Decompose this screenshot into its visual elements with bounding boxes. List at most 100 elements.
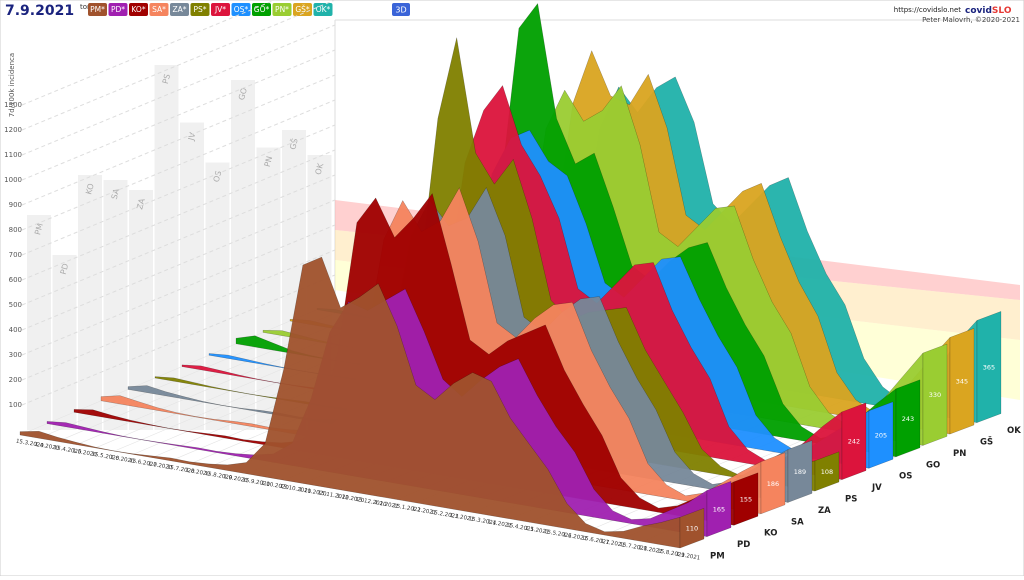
x-tick-label: 15.3.2020 xyxy=(15,439,44,450)
x-tick-label: 15.4.2020 xyxy=(53,445,82,456)
x-tick-label: 15.7.2020 xyxy=(166,464,195,475)
region-button[interactable] xyxy=(293,3,312,16)
mode-button[interactable] xyxy=(392,3,410,16)
grid-line xyxy=(21,0,336,131)
peak-bar-label: PD xyxy=(59,263,71,276)
grid-line xyxy=(21,74,336,206)
x-tick-label: 1.8.2020 xyxy=(185,468,211,478)
region-button[interactable] xyxy=(252,3,271,16)
y-tick-label: 300 xyxy=(9,351,22,359)
x-tick-label: 15.3.2021 xyxy=(468,516,497,527)
region-button-label[interactable]: PN* xyxy=(275,5,289,14)
peak-bar-label: PM xyxy=(33,222,45,236)
peak-bar xyxy=(103,180,128,430)
latest-label: 186 xyxy=(767,480,779,488)
region-button[interactable] xyxy=(211,3,230,16)
region-area xyxy=(19,256,681,549)
y-tick-label: 1000 xyxy=(4,176,22,184)
latest-label: 243 xyxy=(902,415,914,423)
region-button-label[interactable]: GŠ* xyxy=(295,5,310,14)
latest-face xyxy=(895,379,921,458)
grid-line xyxy=(21,24,336,156)
region-label: GŠ xyxy=(980,436,993,448)
region-button-label[interactable]: OK* xyxy=(316,5,331,14)
url[interactable]: https://covidslo.net xyxy=(894,6,961,14)
peak-bar xyxy=(129,190,153,430)
peak-bar xyxy=(27,215,51,430)
region-button-label[interactable]: ZA* xyxy=(172,5,186,14)
region-label: GO xyxy=(926,460,940,470)
region-button[interactable] xyxy=(170,3,189,16)
latest-face xyxy=(787,440,813,503)
region-button[interactable] xyxy=(149,3,169,16)
mode-button-label[interactable]: 3D xyxy=(395,6,406,15)
x-tick-label: 1.5.2021 xyxy=(525,526,550,536)
x-tick-label: 15.5.2020 xyxy=(91,451,120,462)
y-tick-label: 200 xyxy=(9,376,22,384)
latest-face xyxy=(760,452,786,515)
region-buttons: PM* PD* KO* SA* ZA* PS* JV* OS* GO* PN* GŠ* OK* xyxy=(88,3,333,16)
latest-face xyxy=(868,401,894,469)
region-button-label[interactable]: PM* xyxy=(90,5,105,14)
x-tick-label: 15.8.2021 xyxy=(657,548,686,559)
x-tick-label: 1.12.2020 xyxy=(336,493,365,504)
x-tick-label: 15.9.2020 xyxy=(242,477,271,488)
region-button-label[interactable]: SA* xyxy=(152,5,166,14)
x-tick-label: 1.3.2021 xyxy=(449,513,474,523)
y-tick-label: 100 xyxy=(9,401,22,409)
region-button[interactable] xyxy=(129,3,148,16)
grid-line xyxy=(21,124,336,256)
region-label: OS xyxy=(899,472,912,482)
x-tick-label: 1.1.2021 xyxy=(374,500,399,510)
latest-label: 165 xyxy=(713,506,725,514)
region-button-label[interactable]: PD* xyxy=(111,5,125,14)
latest-face xyxy=(922,343,948,446)
y-tick-label: 800 xyxy=(9,226,22,234)
region-button[interactable] xyxy=(108,3,128,16)
peak-bar-label: GO xyxy=(237,87,249,101)
region-button-label[interactable]: KO* xyxy=(131,5,145,14)
y-tick-label: 1100 xyxy=(4,151,22,159)
grid-line xyxy=(21,199,336,331)
region-button-label[interactable]: GO* xyxy=(254,5,270,14)
x-tick-label: 1.2.2021 xyxy=(411,506,436,516)
y-tick-label: 900 xyxy=(9,201,22,209)
peak-bar xyxy=(256,147,281,430)
x-tick-label: 15.12.2020 xyxy=(355,497,388,508)
x-tick-label: 15.1.2021 xyxy=(393,503,422,514)
region-button-label[interactable]: OS* xyxy=(234,5,249,14)
region-button[interactable] xyxy=(190,3,210,16)
region-button[interactable] xyxy=(88,3,107,16)
region-label: OK xyxy=(1007,426,1021,436)
x-tick-label: 1.11.2020 xyxy=(298,487,327,498)
x-tick-label: 1.8.2021 xyxy=(638,545,663,555)
latest-label: 365 xyxy=(983,364,995,372)
y-tick-label: 1200 xyxy=(4,126,22,134)
latest-face xyxy=(706,481,732,537)
latest-label: 108 xyxy=(821,468,833,476)
region-button[interactable] xyxy=(272,3,292,16)
latest-label: 330 xyxy=(929,391,941,399)
y-tick-label: 400 xyxy=(9,326,22,334)
x-tick-label: 15.4.2021 xyxy=(506,522,535,533)
x-tick-label: 15.11.2020 xyxy=(317,490,350,501)
region-button[interactable] xyxy=(313,3,333,16)
region-button-label[interactable]: PS* xyxy=(193,5,206,14)
region-button-label[interactable]: JV* xyxy=(214,5,226,14)
x-tick-label: 15.2.2021 xyxy=(430,510,459,521)
peak-bar-label: PN xyxy=(263,155,274,168)
latest-label: 205 xyxy=(875,432,887,440)
x-tick-label: 15.8.2020 xyxy=(204,471,233,482)
peak-bar-label: JV xyxy=(186,131,197,142)
region-button[interactable] xyxy=(231,3,251,16)
latest-face xyxy=(733,472,759,526)
y-tick-label: 1300 xyxy=(4,101,22,109)
credit: Peter Malovrh, ©2020-2021 xyxy=(922,16,1020,24)
latest-face xyxy=(679,507,705,549)
region-label: PD xyxy=(737,540,750,550)
x-tick-label: 1.6.2021 xyxy=(562,532,587,542)
x-tick-label: 15.6.2020 xyxy=(129,458,158,469)
latest-label: 155 xyxy=(740,496,752,504)
weekday: tor xyxy=(80,3,90,11)
latest-face xyxy=(949,328,975,435)
